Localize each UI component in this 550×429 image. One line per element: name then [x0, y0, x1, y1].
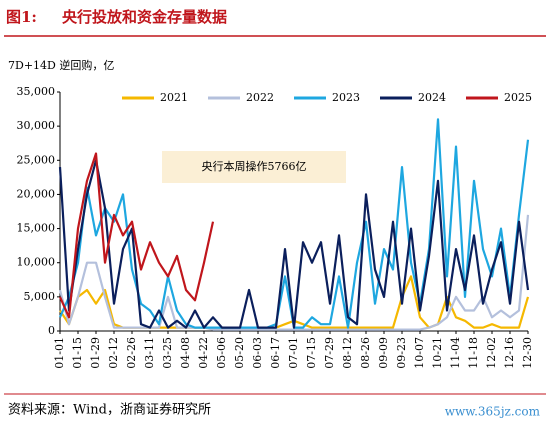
y-tick-label: 20,000 [17, 187, 56, 200]
x-tick-label: 02-26 [125, 337, 138, 369]
x-tick-label: 07-01 [287, 337, 300, 369]
watermark: www.365jz.com [445, 405, 541, 419]
x-tick-label: 09-23 [395, 337, 408, 369]
y-tick-label: 35,000 [17, 85, 56, 98]
x-tick-label: 10-07 [413, 337, 426, 369]
x-tick-label: 06-03 [251, 337, 264, 369]
y-tick-label: 10,000 [17, 256, 56, 269]
x-tick-label: 03-11 [143, 337, 156, 369]
legend-label: 2025 [504, 91, 532, 104]
x-tick-label: 01-15 [71, 337, 84, 369]
chart-subtitle: 7D+14D 逆回购，亿 [8, 58, 114, 72]
y-tick-label: 5,000 [24, 290, 56, 303]
x-tick-label: 12-16 [503, 337, 516, 369]
x-tick-label: 08-26 [359, 337, 372, 369]
x-tick-label: 07-15 [305, 337, 318, 369]
source: 资料来源：Wind，浙商证券研究所 [8, 402, 211, 418]
x-tick-label: 11-04 [449, 337, 462, 369]
series-line [58, 152, 215, 319]
x-tick-label: 12-02 [485, 337, 498, 369]
x-tick-label: 08-12 [341, 337, 354, 369]
x-tick-label: 04-08 [179, 337, 192, 369]
x-tick-label: 03-25 [161, 337, 174, 369]
y-tick-label: 30,000 [17, 119, 56, 132]
x-tick-label: 02-12 [107, 337, 120, 369]
legend-label: 2022 [246, 91, 274, 104]
series-line [58, 214, 530, 331]
x-tick-label: 11-18 [467, 337, 480, 369]
x-tick-label: 05-20 [233, 337, 246, 369]
legend-label: 2024 [418, 91, 446, 104]
annotation: 央行本周操作5766亿 [202, 159, 307, 173]
x-tick-label: 10-21 [431, 337, 444, 369]
x-tick-label: 05-06 [215, 337, 228, 369]
figure-label: 图1: [6, 8, 37, 26]
legend-label: 2021 [160, 91, 188, 104]
x-tick-label: 01-01 [53, 337, 66, 369]
annotation-box [162, 151, 346, 183]
x-tick-label: 12-30 [521, 337, 534, 369]
chart-title: 央行投放和资金存量数据 [62, 8, 227, 26]
x-tick-label: 06-17 [269, 337, 282, 369]
y-tick-label: 0 [48, 324, 55, 337]
y-tick-label: 15,000 [17, 222, 56, 235]
x-tick-label: 09-09 [377, 337, 390, 369]
series-line [58, 159, 530, 329]
legend-label: 2023 [332, 91, 360, 104]
x-tick-label: 04-22 [197, 337, 210, 369]
x-tick-label: 01-29 [89, 337, 102, 369]
y-tick-label: 25,000 [17, 153, 56, 166]
x-tick-label: 07-29 [323, 337, 336, 369]
